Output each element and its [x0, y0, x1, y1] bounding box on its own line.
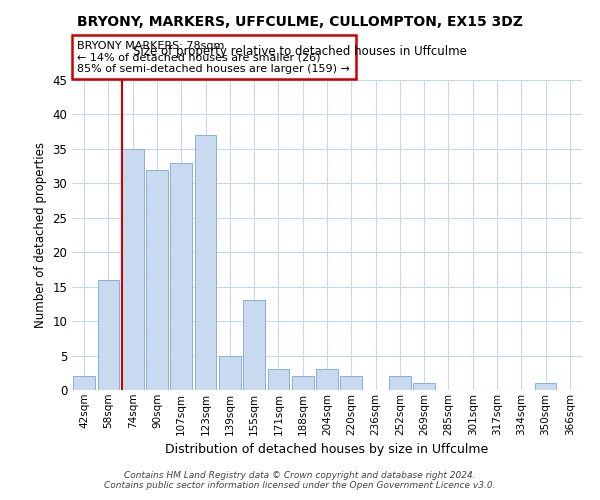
Bar: [316, 370, 338, 390]
Bar: [219, 356, 241, 390]
Bar: [535, 383, 556, 390]
Y-axis label: Number of detached properties: Number of detached properties: [34, 142, 47, 328]
Bar: [73, 376, 95, 390]
Bar: [243, 300, 265, 390]
Bar: [389, 376, 411, 390]
Bar: [146, 170, 168, 390]
Bar: [268, 370, 289, 390]
Bar: [292, 376, 314, 390]
X-axis label: Distribution of detached houses by size in Uffculme: Distribution of detached houses by size …: [166, 443, 488, 456]
Bar: [122, 149, 143, 390]
Text: Contains HM Land Registry data © Crown copyright and database right 2024.
Contai: Contains HM Land Registry data © Crown c…: [104, 470, 496, 490]
Text: BRYONY, MARKERS, UFFCULME, CULLOMPTON, EX15 3DZ: BRYONY, MARKERS, UFFCULME, CULLOMPTON, E…: [77, 15, 523, 29]
Bar: [413, 383, 435, 390]
Bar: [97, 280, 119, 390]
Text: Size of property relative to detached houses in Uffculme: Size of property relative to detached ho…: [133, 45, 467, 58]
Bar: [170, 162, 192, 390]
Text: BRYONY MARKERS: 78sqm
← 14% of detached houses are smaller (26)
85% of semi-deta: BRYONY MARKERS: 78sqm ← 14% of detached …: [77, 40, 350, 74]
Bar: [340, 376, 362, 390]
Bar: [194, 135, 217, 390]
